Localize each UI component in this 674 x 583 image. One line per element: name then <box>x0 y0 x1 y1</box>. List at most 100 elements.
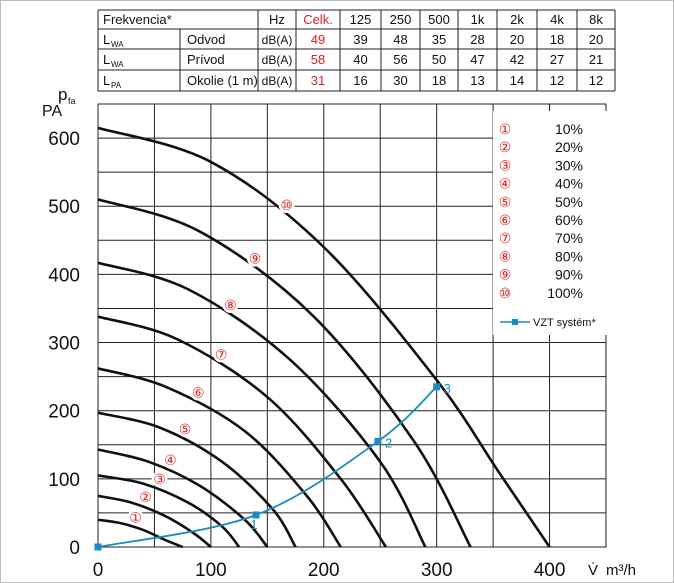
curve-marker-label: ⑥ <box>192 385 205 401</box>
table-cell: 39 <box>353 32 367 47</box>
system-point-label: 1 <box>250 517 257 532</box>
system-curve-point <box>433 383 441 391</box>
legend-label: 30% <box>555 157 583 173</box>
table-cell: 35 <box>432 32 446 47</box>
curve-marker-label: ① <box>129 509 142 525</box>
table-row-symbol-sub: WA <box>111 60 124 69</box>
table-row-total: 49 <box>311 32 325 47</box>
table-header-cell: 1k <box>471 12 485 27</box>
curve-marker-bg <box>247 250 264 267</box>
curve-marker-label: ⑨ <box>249 251 262 267</box>
legend-marker: ④ <box>499 176 512 192</box>
legend-label: 20% <box>555 139 583 155</box>
table-cell: 16 <box>353 73 367 88</box>
fan-curve-60pct <box>97 367 342 548</box>
fan-curve-50pct <box>97 411 297 548</box>
legend-marker: ⑧ <box>499 248 512 264</box>
legend-marker: ① <box>499 121 512 137</box>
table-cell: 42 <box>510 52 524 67</box>
curve-marker-bg <box>222 296 239 313</box>
system-curve-line <box>97 386 438 548</box>
table-cell: 18 <box>432 73 446 88</box>
y-tick-label: 100 <box>48 470 80 491</box>
table-cell: 48 <box>393 32 407 47</box>
curve-marker-bg <box>162 452 179 469</box>
table-header-cell: 4k <box>550 12 564 27</box>
table-row-symbol-sub: PA <box>111 81 122 90</box>
legend-label: 60% <box>555 212 583 228</box>
legend-marker: ② <box>499 139 512 155</box>
legend-label: 40% <box>555 176 583 192</box>
table-row-symbol: L <box>103 52 110 67</box>
y-tick-label: 300 <box>48 334 80 355</box>
table-row-total: 31 <box>311 73 325 88</box>
table-row-symbol: L <box>103 32 110 47</box>
legend-box <box>493 111 611 335</box>
table-header-cell: Hz <box>269 12 285 27</box>
table-row-total: 58 <box>311 52 325 67</box>
legend-label: 50% <box>555 194 583 210</box>
y-tick-label: 500 <box>48 197 80 218</box>
table-cell: 12 <box>550 73 564 88</box>
table-header-cell: 500 <box>428 12 450 27</box>
curve-marker-label: ⑧ <box>224 297 237 313</box>
fan-curve-80pct <box>97 261 427 548</box>
x-tick-label: 200 <box>308 560 340 581</box>
curve-marker-bg <box>137 488 154 505</box>
legend-marker: ⑩ <box>499 285 512 301</box>
curve-marker-bg <box>278 197 295 214</box>
legend-label: 70% <box>555 230 583 246</box>
fan-curve-40pct <box>97 448 269 548</box>
curve-marker-bg <box>127 509 144 526</box>
x-tick-label: 300 <box>421 560 453 581</box>
fan-curve-70pct <box>97 315 387 548</box>
table-header-cell: 8k <box>589 12 603 27</box>
curve-marker-label: ⑩ <box>280 197 293 213</box>
legend-label: 90% <box>555 267 583 283</box>
legend-marker: ③ <box>499 157 512 173</box>
curve-marker-label: ② <box>139 489 152 505</box>
table-cell: 30 <box>393 73 407 88</box>
legend-label: 10% <box>555 121 583 137</box>
fan-curve-90pct <box>97 198 472 548</box>
table-cell: 27 <box>550 52 564 67</box>
system-point-label: 2 <box>385 435 392 450</box>
table-header-cell: Celk. <box>303 12 333 27</box>
y-tick-label: 400 <box>48 265 80 286</box>
table-cell: 56 <box>393 52 407 67</box>
table-row-unit: dB(A) <box>262 33 293 47</box>
curve-marker-label: ④ <box>164 452 177 468</box>
fan-curve-10pct <box>97 518 184 549</box>
system-curve-point <box>374 437 382 445</box>
fan-curve-100pct <box>97 126 551 548</box>
table-cell: 14 <box>510 73 524 88</box>
x-tick-label: 100 <box>195 560 227 581</box>
table-row-unit: dB(A) <box>262 53 293 67</box>
table-header-frequency: Frekvencia* <box>103 12 172 27</box>
noise-table: Frekvencia* Hz Celk. 125 250 500 1k 2k 4k 8kL WA Od… <box>97 9 616 92</box>
table-row-unit: dB(A) <box>262 74 293 88</box>
y-axis-unit: PA <box>42 103 62 120</box>
curve-marker-bg <box>177 421 194 438</box>
table-cell: 40 <box>353 52 367 67</box>
table-header-cell: 125 <box>350 12 372 27</box>
legend-system-marker <box>512 319 518 325</box>
y-tick-label: 200 <box>48 402 80 423</box>
table-row-symbol-sub: WA <box>111 40 124 49</box>
system-curve-point <box>94 543 102 551</box>
legend: ① 10% ② 20% ③ 30% ④ 40% ⑤ 50% ⑥ 60% ⑦ 70% ⑧ 80% ⑨ 90% ⑩ 100… <box>493 111 611 335</box>
system-curve-point <box>252 511 260 519</box>
table-cell: 12 <box>589 73 603 88</box>
curve-marker-bg <box>151 471 168 488</box>
table-cell: 28 <box>470 32 484 47</box>
axes: 0 100 200 300 400 500 600 0 100 200 300 400 p fa PA V̇ m… <box>42 85 636 581</box>
y-axis-label-sub: fa <box>68 96 76 106</box>
y-axis-label: p <box>58 85 67 104</box>
table-row-label: Okolie (1 m) <box>187 73 258 88</box>
table-header-cell: 2k <box>510 12 524 27</box>
x-tick-label: 400 <box>534 560 566 581</box>
table-row-label: Odvod <box>187 32 225 47</box>
curve-marker-label: ⑤ <box>179 421 192 437</box>
